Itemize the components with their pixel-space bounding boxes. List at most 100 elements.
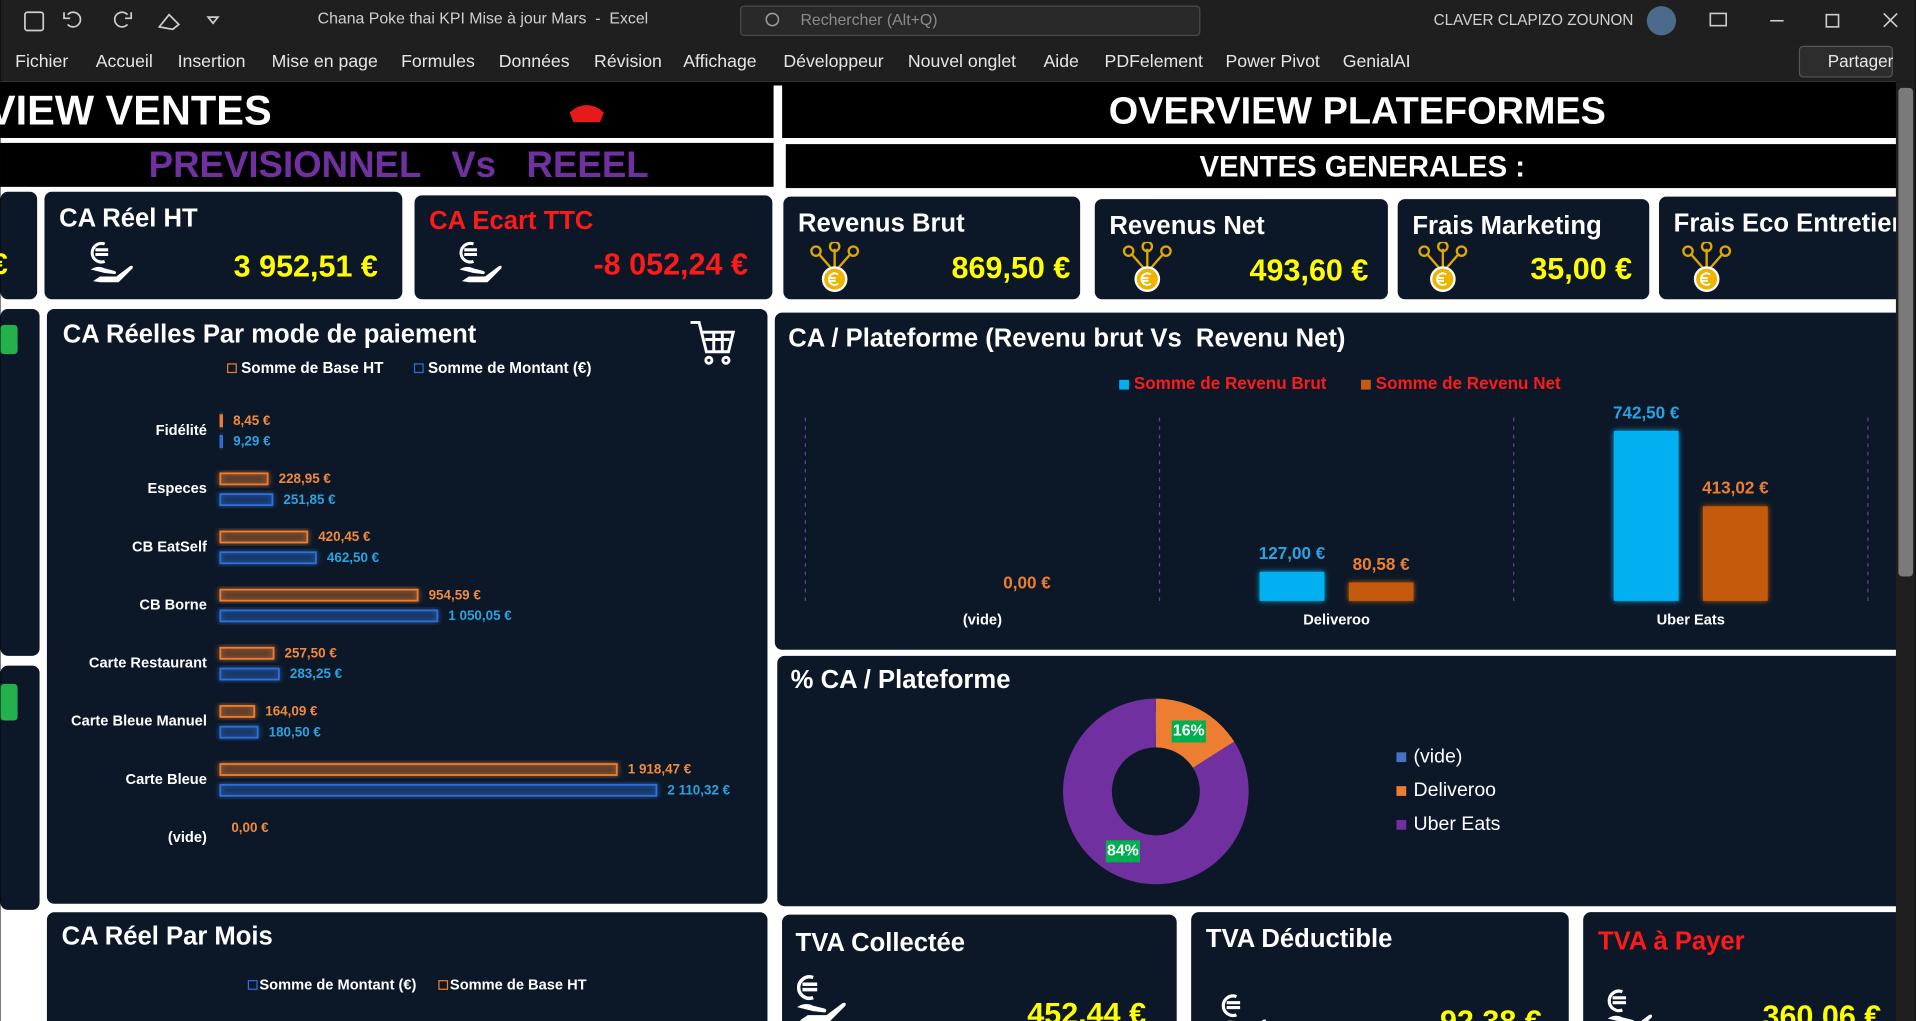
document-title: Chana Poke thai KPI Mise à jour Mars - E… (318, 11, 649, 28)
kpi-title: Frais Eco Entretien (1674, 209, 1908, 237)
value-label: 16% (1173, 723, 1205, 740)
value-label: 1 918,47 € (628, 762, 692, 777)
bar (219, 667, 280, 681)
menu-item[interactable]: Mise en page (272, 51, 378, 71)
category-label: Deliveroo (1303, 612, 1370, 628)
bar (219, 609, 439, 623)
quick-access-icons (24, 11, 220, 32)
user-avatar[interactable] (1646, 6, 1677, 36)
category-label: Especes (147, 481, 206, 497)
menu-item[interactable]: Aide (1043, 51, 1079, 71)
side-icon (0, 683, 18, 721)
panel (0, 308, 40, 656)
scrollbar-thumb[interactable] (1898, 87, 1914, 577)
value-label: 462,50 € (327, 550, 380, 565)
value-label: 0,00 € (231, 820, 269, 835)
panel (1659, 196, 1916, 300)
legend-label: Somme de Revenu Brut (1134, 374, 1327, 393)
platforms-header: OVERVIEW PLATEFORMES (1109, 91, 1606, 133)
kpi-value: 869,50 € (952, 251, 1071, 285)
panel (414, 195, 773, 300)
kpi-title: TVA Collectée (796, 929, 965, 957)
bar (219, 646, 275, 660)
category-label: CB Borne (139, 597, 207, 613)
menu-item[interactable]: Révision (594, 51, 662, 71)
category-label: Uber Eats (1657, 612, 1725, 628)
legend-swatch (1396, 819, 1407, 830)
menu-item[interactable]: Insertion (178, 51, 246, 71)
value-label: 180,50 € (269, 724, 322, 739)
panel (0, 191, 38, 300)
header-box (785, 144, 1900, 189)
menu-item[interactable]: Accueil (96, 51, 153, 71)
menu-item[interactable]: GenialAI (1343, 51, 1411, 71)
search-icon (765, 12, 780, 27)
kpi-title: TVA à Payer (1598, 928, 1745, 956)
user-name: CLAVER CLAPIZO ZOUNON (1434, 12, 1634, 29)
value-label: 80,58 € (1353, 555, 1410, 574)
menu-item[interactable]: Fichier (15, 51, 68, 71)
donut-slice (1063, 698, 1249, 885)
menu-item[interactable]: Développeur (783, 51, 883, 71)
category-label: CB EatSelf (132, 539, 207, 555)
value-label: 164,09 € (265, 704, 318, 719)
bar (219, 704, 256, 718)
charts: CA Réelles Par mode de paiement Fidélité E… (63, 321, 1769, 885)
panel (782, 914, 1177, 1021)
menu-bar (0, 41, 1916, 82)
menu: Fichier Accueil Insertion Mise en page Formu… (15, 51, 1410, 71)
kpi-value: 3 952,51 € (234, 250, 378, 284)
value-label: 742,50 € (1613, 403, 1680, 422)
column (1259, 571, 1325, 601)
kpi-title: CA Réel HT (59, 205, 198, 233)
value-label: 9,29 € (233, 434, 271, 449)
menu-item[interactable]: PDFelement (1105, 51, 1203, 71)
category-label: Carte Bleue (126, 772, 207, 788)
kpi-title: TVA Déductible (1206, 925, 1393, 953)
chart-title: CA / Plateforme (Revenu brut Vs Revenu N… (788, 324, 1345, 352)
panels: CA Réel HT 3 952,51 € CA Ecart TTC-8 052,2… (0, 191, 1916, 1021)
legend-label: Somme de Base HT (450, 977, 587, 993)
panel (1397, 199, 1650, 300)
legend-label: Somme de Revenu Net (1376, 374, 1561, 393)
sales-header: VIEW VENTES (0, 87, 272, 134)
kpi-value: -8 052,24 € (594, 247, 748, 281)
value-label: 228,95 € (279, 471, 332, 486)
panel (1583, 912, 1914, 1021)
panel (0, 665, 40, 910)
bar (219, 551, 317, 565)
bar (219, 493, 274, 507)
menu-item[interactable]: Données (499, 51, 570, 71)
menu-item[interactable]: Affichage (683, 51, 757, 71)
legend-swatch (413, 363, 424, 374)
category-label: Carte Bleue Manuel (71, 714, 207, 730)
legend-label: Somme de Montant (€) (259, 977, 416, 993)
menu-item[interactable]: Nouvel onglet (908, 51, 1016, 71)
search-box[interactable] (739, 5, 1201, 37)
legend-swatch (247, 980, 258, 990)
menu-item[interactable]: Formules (401, 51, 475, 71)
header-box (0, 142, 774, 187)
legend-label: Deliveroo (1414, 779, 1497, 801)
share-button[interactable] (1798, 45, 1893, 78)
menu-item[interactable]: Power Pivot (1225, 51, 1319, 71)
bar (219, 414, 224, 428)
kpi-title: Revenus Net (1109, 212, 1265, 240)
bar (219, 472, 269, 486)
panel (46, 912, 768, 1021)
value-label: 251,85 € (283, 492, 336, 507)
bar (219, 783, 658, 797)
header-box (782, 85, 1900, 139)
value-label: 954,59 € (429, 587, 482, 602)
bar (219, 435, 224, 448)
panel (1191, 912, 1569, 1021)
legend-label: Somme de Base HT (241, 360, 384, 377)
category-label: (vide) (168, 830, 207, 846)
kpi-title: Revenus Brut (798, 209, 965, 237)
legend-swatch (227, 363, 237, 374)
value-label: 420,45 € (318, 529, 371, 544)
category-label: (vide) (963, 612, 1002, 628)
panel (783, 196, 1081, 300)
kpi-value: 452,44 € (1027, 997, 1146, 1021)
